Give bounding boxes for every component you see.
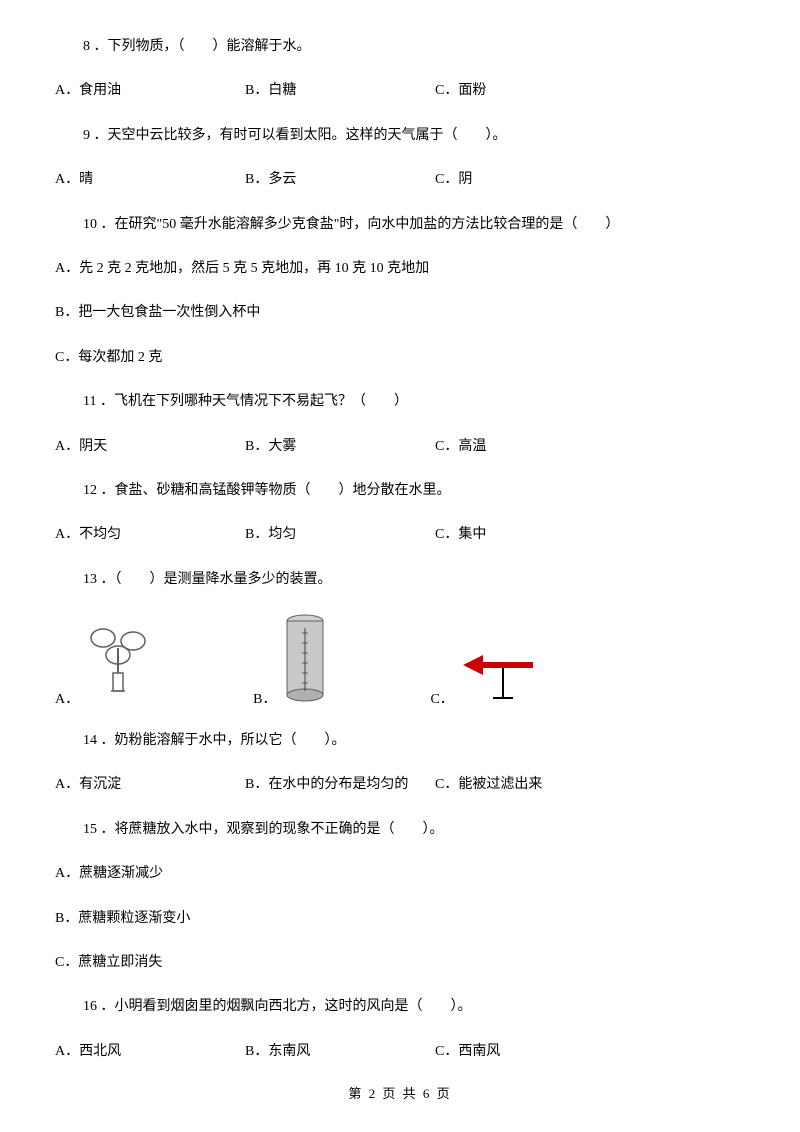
page-footer: 第 2 页 共 6 页 [0, 1083, 800, 1102]
q11-option-a: A．阴天 [55, 436, 245, 458]
question-12: 12 ．食盐、砂糖和高锰酸钾等物质（ ）地分散在水里。 [55, 480, 745, 502]
q14-options: A．有沉淀 B．在水中的分布是均匀的 C．能被过滤出来 [55, 774, 745, 796]
q13-image-option-b: B． [253, 613, 330, 708]
q16-option-b: B．东南风 [245, 1041, 435, 1063]
q11-options: A．阴天 B．大雾 C．高温 [55, 436, 745, 458]
q8-option-b: B．白糖 [245, 80, 435, 102]
q9-option-a: A．晴 [55, 169, 245, 191]
q10-option-c: C．每次都加 2 克 [55, 347, 745, 369]
question-9: 9 ．天空中云比较多，有时可以看到太阳。这样的天气属于（ ）。 [55, 125, 745, 147]
q13-image-option-c: C． [430, 643, 547, 708]
q9-option-b: B．多云 [245, 169, 435, 191]
q10-option-b: B．把一大包食盐一次性倒入杯中 [55, 302, 745, 324]
q12-option-c: C．集中 [435, 524, 625, 546]
question-8: 8 ．下列物质，（ ）能溶解于水。 [55, 36, 745, 58]
question-13: 13 ．（ ）是测量降水量多少的装置。 [55, 569, 745, 591]
q9-options: A．晴 B．多云 C．阴 [55, 169, 745, 191]
q13-label-a: A． [55, 688, 79, 708]
q13-image-option-a: A． [55, 623, 153, 708]
q15-option-b: B．蔗糖颗粒逐渐变小 [55, 908, 745, 930]
q13-label-b: B． [253, 688, 276, 708]
q12-option-b: B．均匀 [245, 524, 435, 546]
q11-option-c: C．高温 [435, 436, 625, 458]
q8-options: A．食用油 B．白糖 C．面粉 [55, 80, 745, 102]
q10-option-a: A．先 2 克 2 克地加，然后 5 克 5 克地加，再 10 克 10 克地加 [55, 258, 745, 280]
q13-label-c: C． [430, 688, 453, 708]
q14-option-b: B．在水中的分布是均匀的 [245, 774, 435, 796]
question-10: 10 ．在研究"50 毫升水能溶解多少克食盐"时，向水中加盐的方法比较合理的是（… [55, 214, 745, 236]
anemometer-icon [83, 623, 153, 708]
windvane-icon [458, 643, 548, 708]
question-15: 15 ．将蔗糖放入水中，观察到的现象不正确的是（ ）。 [55, 819, 745, 841]
q8-option-c: C．面粉 [435, 80, 625, 102]
q8-option-a: A．食用油 [55, 80, 245, 102]
q15-option-c: C．蔗糖立即消失 [55, 952, 745, 974]
q11-option-b: B．大雾 [245, 436, 435, 458]
q9-option-c: C．阴 [435, 169, 625, 191]
q13-image-options: A． B． [55, 613, 745, 708]
cylinder-icon [280, 613, 330, 708]
q14-option-a: A．有沉淀 [55, 774, 245, 796]
q16-options: A．西北风 B．东南风 C．西南风 [55, 1041, 745, 1063]
question-14: 14 ．奶粉能溶解于水中，所以它（ ）。 [55, 730, 745, 752]
q15-option-a: A．蔗糖逐渐减少 [55, 863, 745, 885]
q16-option-c: C．西南风 [435, 1041, 625, 1063]
q12-option-a: A．不均匀 [55, 524, 245, 546]
q14-option-c: C．能被过滤出来 [435, 774, 625, 796]
question-11: 11 ．飞机在下列哪种天气情况下不易起飞？（ ） [55, 391, 745, 413]
q12-options: A．不均匀 B．均匀 C．集中 [55, 524, 745, 546]
question-16: 16 ．小明看到烟囱里的烟飘向西北方，这时的风向是（ ）。 [55, 996, 745, 1018]
q16-option-a: A．西北风 [55, 1041, 245, 1063]
